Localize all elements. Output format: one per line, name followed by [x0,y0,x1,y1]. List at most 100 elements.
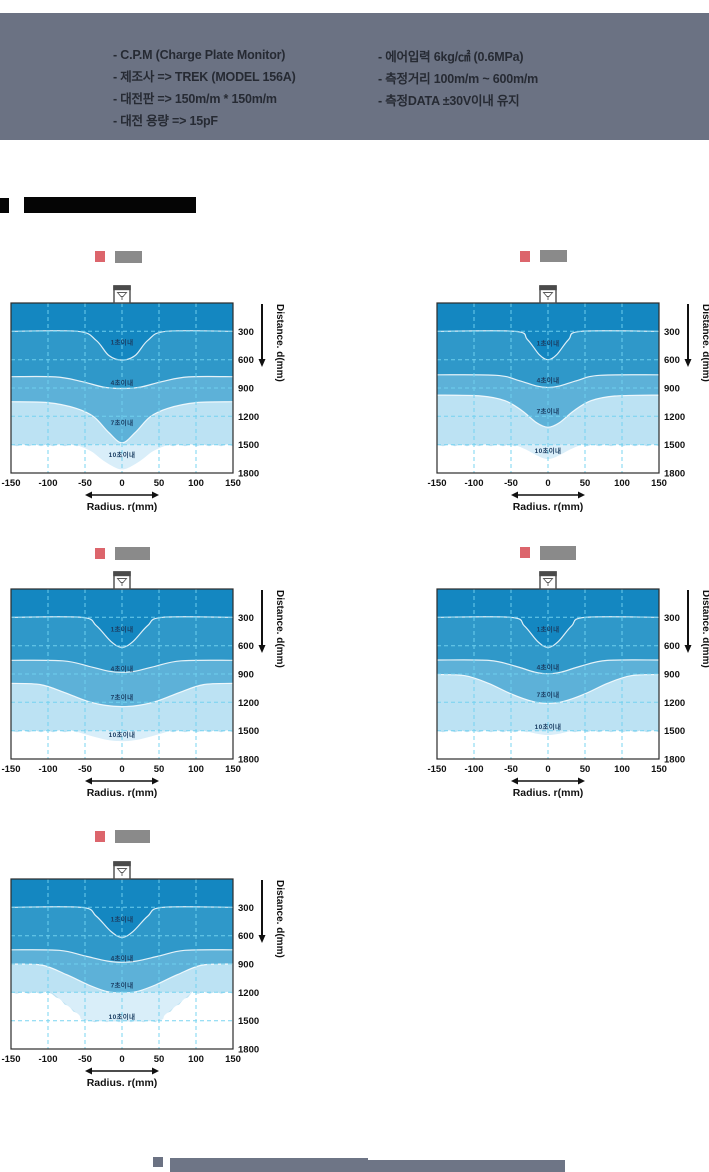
y-tick-label: 1500 [664,726,685,737]
legend-label-box [115,251,142,263]
nozzle-icon [539,285,557,304]
y-tick-label: 900 [238,670,254,681]
section-title-square [0,198,9,213]
zone-boundary-line [10,659,234,673]
x-tick-label: 50 [580,478,591,489]
zone-label: 1초이내 [111,915,134,924]
legend-red-square [95,548,105,559]
grid-lines [11,879,233,1049]
nozzle-icon [113,571,131,590]
nozzle-icon [539,571,557,590]
zone-label: 4초이내 [111,378,134,387]
zone-boundary-line [436,394,660,428]
zone-label: 4초이내 [537,375,560,384]
nozzle-icon [113,285,131,304]
y-tick-label: 300 [664,613,680,624]
y-tick-label: 1200 [238,988,259,999]
y-tick-label: 1200 [238,412,259,423]
x-tick-label: 150 [225,478,241,489]
x-tick-label: 0 [119,1054,124,1065]
zone-label: 1초이내 [537,339,560,348]
y-axis-title: Distance. d(mm) [274,304,285,382]
zone-hill [73,730,171,742]
zone-label: 10초이내 [109,450,136,459]
zone-boundary-line [10,682,234,708]
x-tick-label: 50 [154,478,165,489]
zone-label: 10초이내 [535,446,562,455]
spec-left-column: - C.P.M (Charge Plate Monitor) - 제조사 => … [113,44,296,132]
distance-axis-arrow [258,590,266,653]
x-tick-label: 150 [651,478,667,489]
legend-label-box [540,546,576,560]
y-tick-label: 1500 [238,1016,259,1027]
grid-lines [11,303,233,473]
y-tick-label: 1800 [238,755,259,766]
zone-label: 7초이내 [111,693,134,702]
x-axis-title: Radius. r(mm) [87,1077,158,1089]
grid-lines [437,589,659,759]
x-tick-label: 100 [188,478,204,489]
x-tick-label: -50 [78,764,92,775]
legend-red-square [520,251,530,262]
y-tick-label: 300 [238,613,254,624]
zone-boundary-line [10,949,234,963]
legend-red-square [520,547,530,558]
x-tick-label: 0 [545,764,550,775]
x-tick-label: -50 [504,764,518,775]
y-tick-label: 900 [664,384,680,395]
radius-axis-arrow [511,491,585,499]
spec-item: - 측정DATA ±30V이내 유지 [378,94,520,108]
y-tick-label: 1500 [238,440,259,451]
y-tick-label: 1800 [664,469,685,480]
x-tick-label: 150 [651,764,667,775]
zone-label: 7초이내 [537,407,560,416]
x-tick-label: -150 [427,764,446,775]
zone-label: 10초이내 [535,722,562,731]
nozzle-icon [113,861,131,880]
y-tick-label: 1500 [238,726,259,737]
spec-panel: - C.P.M (Charge Plate Monitor) - 제조사 => … [0,13,709,140]
y-axis-title: Distance. d(mm) [274,590,285,668]
x-tick-label: -150 [427,478,446,489]
y-tick-label: 1800 [238,469,259,480]
distance-axis-arrow [684,590,692,653]
distance-axis-arrow [684,304,692,367]
zone-label: 10초이내 [109,730,136,739]
chart-5: 1초이내 4초이내 7초이내 10초이내 300 600 900 1200 1500 1800-… [0,856,300,1103]
x-tick-label: 0 [545,478,550,489]
distance-axis-arrow [258,304,266,367]
spec-item: - 에어입력 6kg/㎠ (0.6MPa) [378,50,524,64]
x-tick-label: -150 [1,764,20,775]
x-tick-label: -100 [464,764,483,775]
zone-band-4 [11,991,233,1049]
chart-4: 1초이내 4초이내 7초이내 10초이내 300 600 900 1200 1500 1800-… [426,566,709,813]
y-tick-label: 300 [238,327,254,338]
x-tick-label: 150 [225,764,241,775]
y-tick-label: 600 [238,931,254,942]
x-tick-label: 100 [188,1054,204,1065]
y-tick-label: 600 [238,641,254,652]
distance-axis-arrow [258,880,266,943]
y-tick-label: 1800 [238,1045,259,1056]
chart-1: 1초이내 4초이내 7초이내 10초이내 300 600 900 1200 1500 1800-… [0,280,300,527]
x-tick-label: 100 [614,478,630,489]
y-tick-label: 600 [664,641,680,652]
x-tick-label: -100 [38,478,57,489]
zone-label: 4초이내 [111,953,134,962]
y-axis-title: Distance. d(mm) [700,304,709,382]
spec-right-column: - 에어입력 6kg/㎠ (0.6MPa) - 측정거리 100m/m ~ 60… [378,46,538,112]
x-tick-label: -100 [38,764,57,775]
zone-boundary-line [10,401,234,444]
x-tick-label: -50 [78,1054,92,1065]
zone-label: 1초이내 [111,625,134,634]
zone-label: 7초이내 [111,418,134,427]
y-tick-label: 300 [664,327,680,338]
radius-axis-arrow [85,491,159,499]
spec-item: - 제조사 => TREK (MODEL 156A) [113,70,296,84]
x-tick-label: 50 [154,764,165,775]
